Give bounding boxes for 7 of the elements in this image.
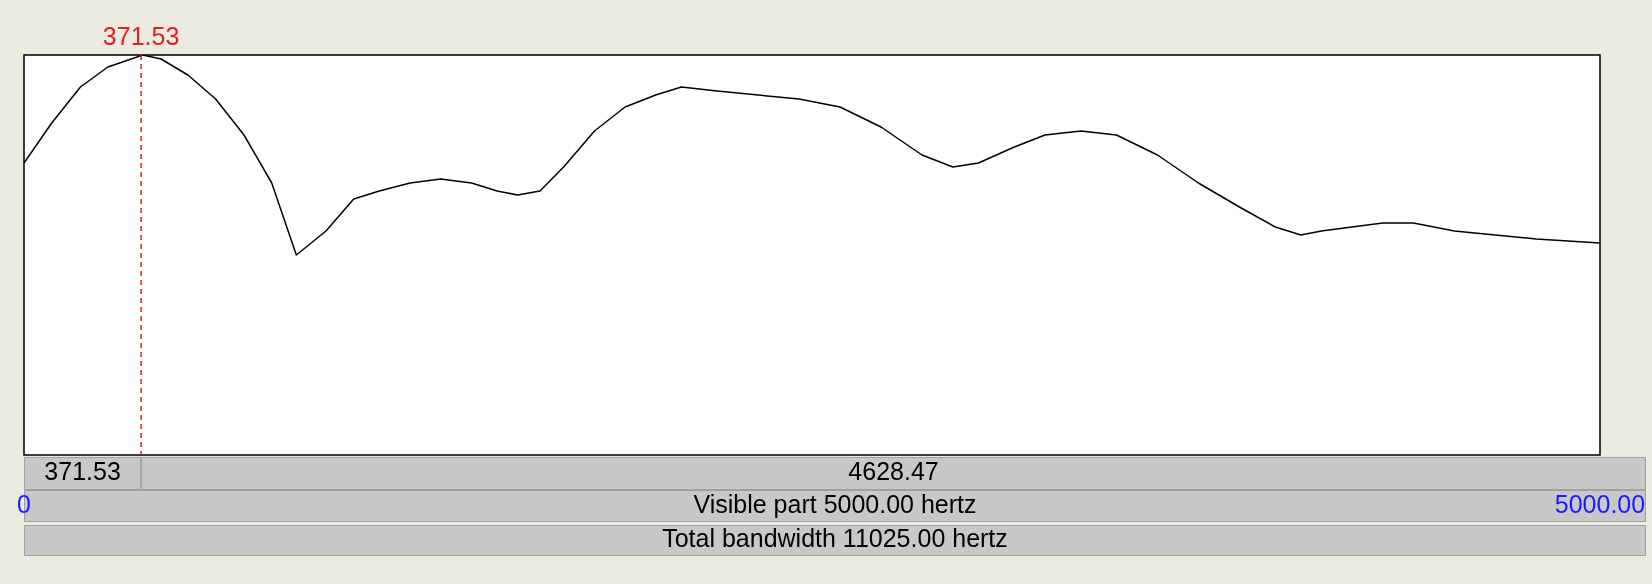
ref-line-label: 371.53 [102,22,180,51]
text: 4628.47 [848,457,939,486]
text: 371.53 [44,457,121,486]
text: Total bandwidth 11025.00 hertz [662,524,1008,553]
text: Visible part 5000.00 hertz [693,489,977,518]
x-tick-label: 5000.00 [1554,489,1646,518]
x-tick-label: 0 [17,489,31,518]
